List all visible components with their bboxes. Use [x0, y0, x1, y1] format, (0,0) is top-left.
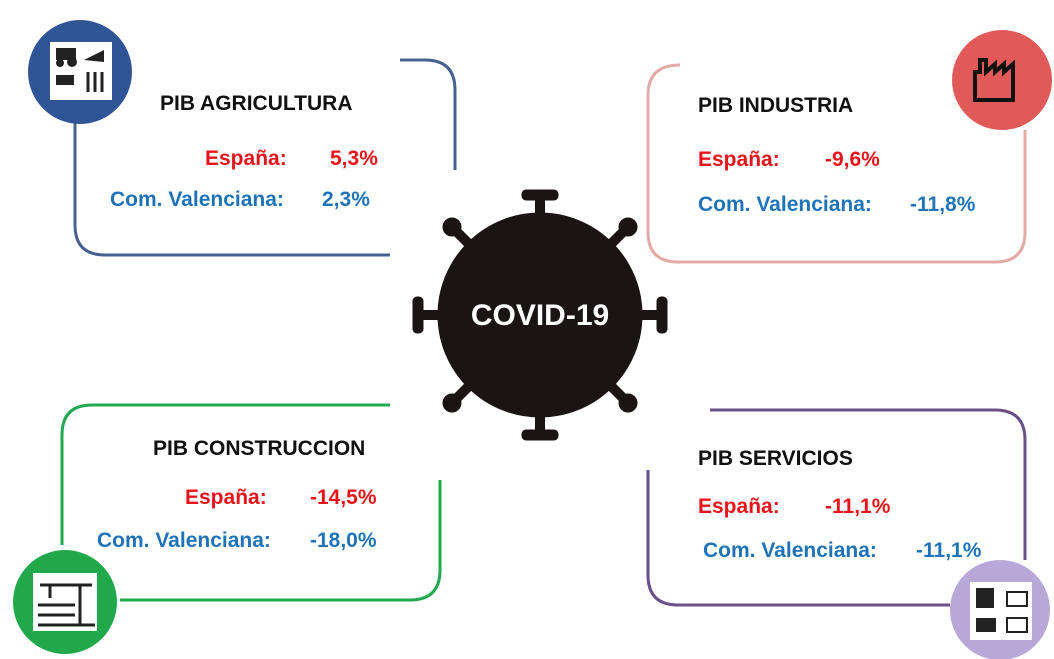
center-label: COVID-19 [471, 299, 609, 332]
construction-icon [13, 550, 117, 654]
industry-icon [952, 30, 1052, 130]
row-label: España: [698, 495, 780, 518]
row-label: Com. Valenciana: [698, 193, 872, 216]
row-value: -9,6% [825, 148, 880, 171]
row-value: -14,5% [310, 486, 377, 509]
row-value: -11,1% [916, 539, 982, 562]
panel-title: PIB CONSTRUCCION [153, 437, 365, 460]
row-value: 2,3% [322, 188, 370, 211]
row-value: -11,1% [825, 495, 891, 518]
panel-title: PIB INDUSTRIA [698, 94, 853, 117]
panel-title: PIB AGRICULTURA [160, 92, 353, 115]
row-label: Com. Valenciana: [110, 188, 284, 211]
row-label: España: [205, 147, 287, 170]
row-label: España: [698, 148, 780, 171]
row-label: Com. Valenciana: [703, 539, 877, 562]
infographic: COVID-19 PIB AGRICULTURA España: 5,3% Co… [0, 0, 1054, 659]
services-icon [950, 560, 1050, 659]
row-value: 5,3% [330, 147, 378, 170]
row-label: Com. Valenciana: [97, 529, 271, 552]
row-value: -11,8% [910, 193, 976, 216]
agriculture-icon [28, 20, 132, 124]
row-label: España: [185, 486, 267, 509]
panel-title: PIB SERVICIOS [698, 447, 853, 470]
row-value: -18,0% [310, 529, 377, 552]
